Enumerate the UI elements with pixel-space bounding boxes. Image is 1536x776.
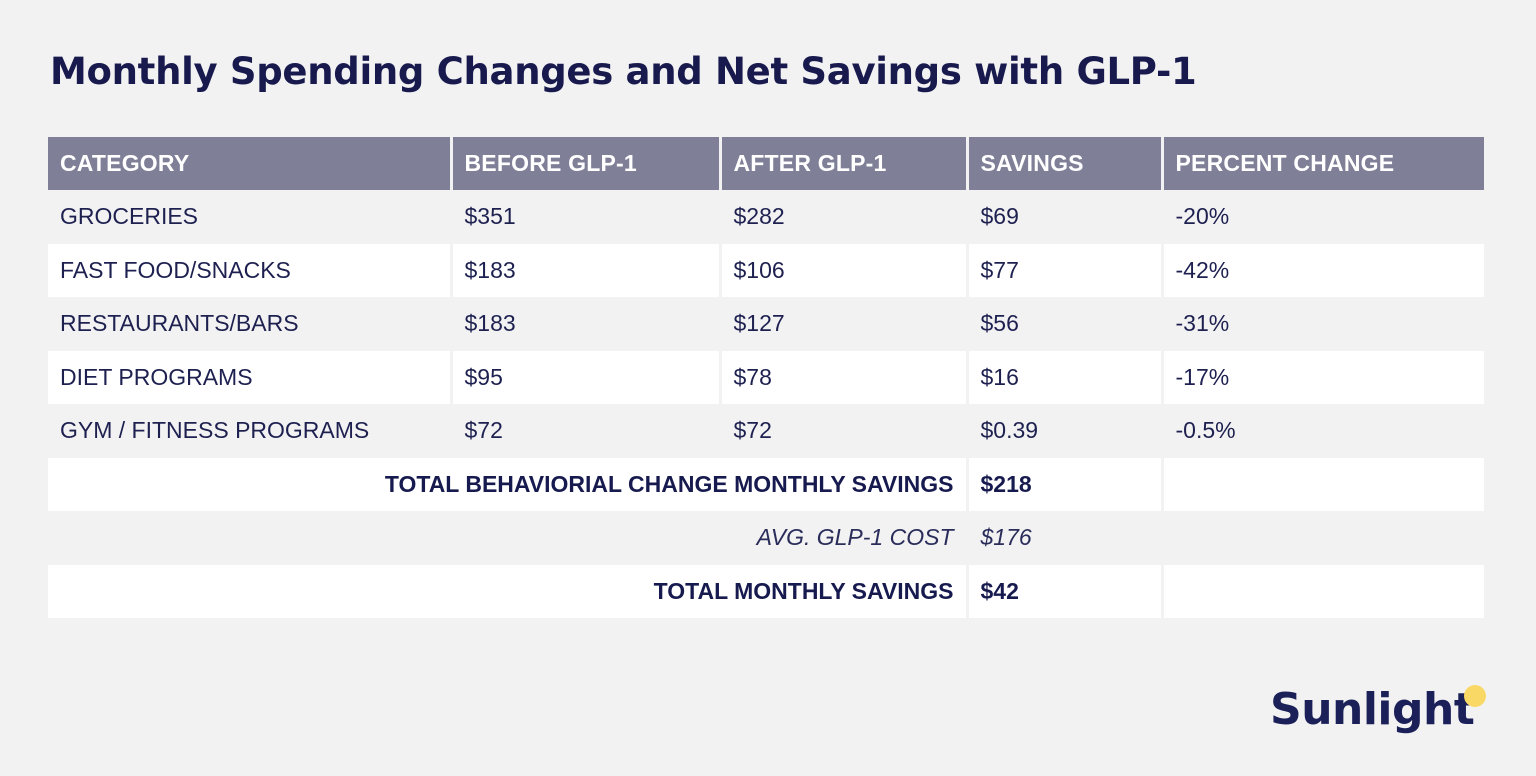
- cell-category: FAST FOOD/SNACKS: [48, 243, 453, 297]
- cell-savings: $16: [967, 350, 1164, 404]
- cell-before: $72: [451, 404, 722, 458]
- cell-before: $183: [451, 297, 722, 351]
- table-header-row: CATEGORY BEFORE GLP-1 AFTER GLP-1 SAVING…: [48, 137, 1484, 190]
- summary-value: $176: [967, 511, 1164, 565]
- cell-category: GYM / FITNESS PROGRAMS: [48, 404, 453, 458]
- cell-percent-change: -31%: [1162, 297, 1484, 351]
- cell-savings: $0.39: [967, 404, 1164, 458]
- cell-after: $72: [720, 404, 969, 458]
- cell-after: $78: [720, 350, 969, 404]
- summary-empty-cell: [1162, 511, 1484, 565]
- cell-category: GROCERIES: [48, 190, 453, 244]
- page-title: Monthly Spending Changes and Net Savings…: [50, 50, 1197, 93]
- header-percent-change: PERCENT CHANGE: [1162, 137, 1484, 190]
- sunlight-logo: Sunlight: [1270, 684, 1500, 744]
- summary-label: TOTAL MONTHLY SAVINGS: [48, 564, 969, 618]
- summary-empty-cell: [1162, 457, 1484, 511]
- cell-category: RESTAURANTS/BARS: [48, 297, 453, 351]
- cell-savings: $69: [967, 190, 1164, 244]
- cell-before: $183: [451, 243, 722, 297]
- sun-dot-icon: [1464, 685, 1486, 707]
- cell-savings: $56: [967, 297, 1164, 351]
- cell-after: $106: [720, 243, 969, 297]
- summary-row-behavioral-savings: TOTAL BEHAVIORIAL CHANGE MONTHLY SAVINGS…: [48, 457, 1484, 511]
- table-row: FAST FOOD/SNACKS $183 $106 $77 -42%: [48, 243, 1484, 297]
- summary-row-glp1-cost: AVG. GLP-1 COST $176: [48, 511, 1484, 565]
- summary-row-total-savings: TOTAL MONTHLY SAVINGS $42: [48, 564, 1484, 618]
- cell-after: $127: [720, 297, 969, 351]
- cell-percent-change: -0.5%: [1162, 404, 1484, 458]
- cell-category: DIET PROGRAMS: [48, 350, 453, 404]
- cell-percent-change: -17%: [1162, 350, 1484, 404]
- summary-value: $42: [967, 564, 1164, 618]
- logo-wordmark: Sunlight: [1270, 684, 1475, 735]
- summary-label: AVG. GLP-1 COST: [48, 511, 969, 565]
- header-category: CATEGORY: [48, 137, 453, 190]
- cell-after: $282: [720, 190, 969, 244]
- header-before: BEFORE GLP-1: [451, 137, 722, 190]
- cell-savings: $77: [967, 243, 1164, 297]
- summary-empty-cell: [1162, 564, 1484, 618]
- cell-before: $95: [451, 350, 722, 404]
- cell-percent-change: -20%: [1162, 190, 1484, 244]
- summary-value: $218: [967, 457, 1164, 511]
- table-row: DIET PROGRAMS $95 $78 $16 -17%: [48, 350, 1484, 404]
- header-savings: SAVINGS: [967, 137, 1164, 190]
- header-after: AFTER GLP-1: [720, 137, 969, 190]
- savings-table-container: CATEGORY BEFORE GLP-1 AFTER GLP-1 SAVING…: [48, 137, 1484, 618]
- table-row: RESTAURANTS/BARS $183 $127 $56 -31%: [48, 297, 1484, 351]
- savings-table: CATEGORY BEFORE GLP-1 AFTER GLP-1 SAVING…: [48, 137, 1484, 618]
- table-row: GROCERIES $351 $282 $69 -20%: [48, 190, 1484, 244]
- cell-percent-change: -42%: [1162, 243, 1484, 297]
- table-row: GYM / FITNESS PROGRAMS $72 $72 $0.39 -0.…: [48, 404, 1484, 458]
- summary-label: TOTAL BEHAVIORIAL CHANGE MONTHLY SAVINGS: [48, 457, 969, 511]
- cell-before: $351: [451, 190, 722, 244]
